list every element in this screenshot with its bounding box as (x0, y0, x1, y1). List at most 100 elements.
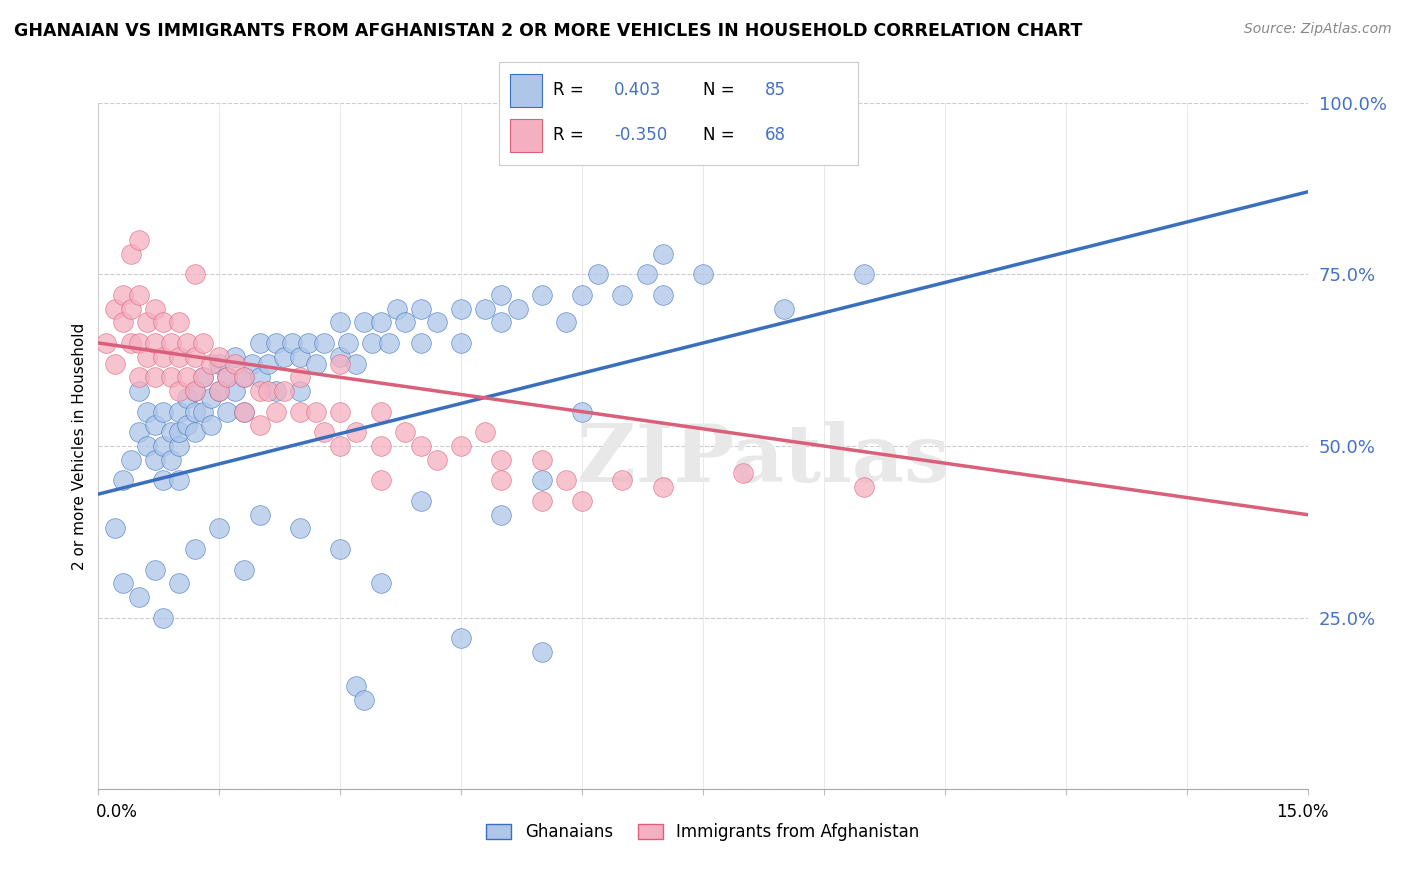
Point (288, 370, 311, 384)
Point (612, 473, 634, 487)
Point (184, 384, 207, 398)
Text: 0.403: 0.403 (614, 81, 661, 99)
Point (491, 508, 513, 522)
Point (167, 350, 190, 364)
Point (111, 473, 134, 487)
Point (651, 246, 673, 260)
Text: R =: R = (553, 127, 589, 145)
Point (143, 336, 166, 351)
Point (184, 268, 207, 282)
Point (184, 425, 207, 440)
Point (530, 452, 553, 467)
Point (120, 246, 142, 260)
Point (152, 315, 174, 329)
Point (143, 418, 166, 433)
Text: 15.0%: 15.0% (1277, 803, 1329, 821)
Point (143, 370, 166, 384)
Point (193, 370, 215, 384)
Point (143, 301, 166, 316)
Point (264, 405, 287, 419)
Point (167, 425, 190, 440)
Point (329, 357, 352, 371)
Point (450, 632, 472, 646)
Point (208, 521, 231, 535)
Point (249, 418, 271, 433)
Point (128, 370, 150, 384)
Point (370, 473, 392, 487)
Point (571, 494, 593, 508)
Point (120, 452, 142, 467)
Point (612, 288, 634, 302)
Point (143, 563, 166, 577)
Text: ZIPatlas: ZIPatlas (578, 421, 949, 499)
Point (273, 350, 295, 364)
Point (394, 315, 416, 329)
Point (264, 336, 287, 351)
Point (370, 439, 392, 453)
Point (530, 473, 553, 487)
Point (314, 425, 336, 440)
Point (586, 268, 609, 282)
Point (103, 301, 125, 316)
Point (184, 405, 207, 419)
Point (176, 418, 198, 433)
Point (249, 370, 271, 384)
Point (200, 391, 222, 405)
Point (474, 301, 496, 316)
Point (96, 336, 118, 351)
Point (193, 405, 215, 419)
Point (143, 452, 166, 467)
Point (329, 315, 352, 329)
Point (491, 288, 513, 302)
Point (160, 370, 183, 384)
Point (297, 336, 319, 351)
Point (370, 315, 392, 329)
Point (240, 357, 263, 371)
Point (377, 336, 399, 351)
Point (128, 384, 150, 398)
Point (200, 418, 222, 433)
Point (249, 384, 271, 398)
Point (167, 315, 190, 329)
Point (281, 336, 304, 351)
Point (160, 336, 183, 351)
Point (555, 315, 578, 329)
Point (305, 357, 328, 371)
Point (120, 301, 142, 316)
Point (491, 473, 513, 487)
Point (184, 350, 207, 364)
Point (450, 301, 472, 316)
Point (193, 370, 215, 384)
Point (530, 645, 553, 659)
Point (208, 384, 231, 398)
Point (329, 541, 352, 557)
Point (353, 315, 375, 329)
Y-axis label: 2 or more Vehicles in Household: 2 or more Vehicles in Household (72, 322, 87, 570)
Point (167, 384, 190, 398)
Point (208, 357, 231, 371)
Bar (510, 74, 543, 106)
Point (160, 425, 183, 440)
Point (530, 494, 553, 508)
Point (167, 576, 190, 591)
Legend: Ghanaians, Immigrants from Afghanistan: Ghanaians, Immigrants from Afghanistan (478, 815, 928, 850)
Point (853, 268, 876, 282)
Point (111, 288, 134, 302)
Point (111, 315, 134, 329)
Point (217, 405, 239, 419)
Point (232, 370, 254, 384)
Point (103, 357, 125, 371)
Bar (510, 119, 543, 152)
Point (273, 384, 295, 398)
Point (329, 405, 352, 419)
Point (256, 357, 278, 371)
Point (128, 336, 150, 351)
Point (176, 370, 198, 384)
Point (128, 590, 150, 604)
Point (426, 452, 449, 467)
Point (853, 480, 876, 494)
Point (772, 301, 794, 316)
Point (571, 405, 593, 419)
Point (474, 425, 496, 440)
Point (160, 452, 183, 467)
